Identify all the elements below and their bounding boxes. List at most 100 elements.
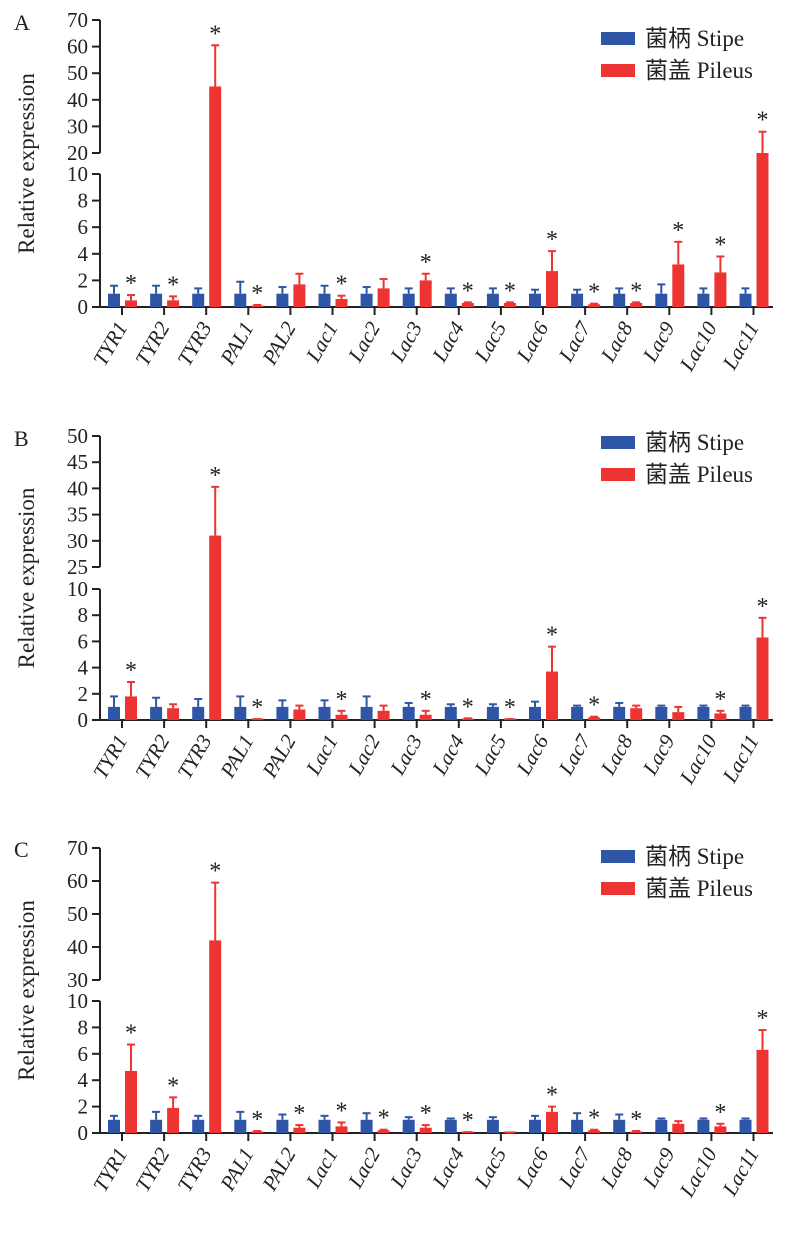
bar-pileus [377, 710, 390, 720]
x-tick-label: PAL2 [257, 730, 301, 782]
bar-stipe [697, 293, 710, 307]
x-tick-label: PAL1 [215, 1144, 259, 1196]
bar-stipe [444, 706, 457, 720]
bar-stipe [402, 706, 415, 720]
bar-pileus [167, 300, 180, 307]
significance-marker: * [588, 280, 600, 306]
x-tick-label: Lac11 [717, 731, 764, 788]
bar-stipe [192, 293, 205, 307]
legend-label-pileus: 菌盖 Pileus [645, 58, 753, 83]
bar-stipe [613, 293, 626, 307]
y-tick-label: 35 [67, 503, 88, 527]
bar-pileus [503, 1131, 516, 1133]
y-tick-label: 10 [67, 162, 88, 186]
x-tick-label: Lac2 [343, 730, 386, 780]
bar-pileus [588, 1130, 601, 1133]
x-tick-label: PAL2 [257, 317, 301, 369]
y-tick-label: 10 [67, 577, 88, 601]
bar-pileus [672, 1123, 685, 1133]
x-tick-label: PAL2 [257, 1143, 301, 1195]
bar-pileus [503, 718, 516, 720]
significance-marker: * [588, 1106, 600, 1132]
x-tick-label: Lac2 [343, 317, 386, 367]
x-tick-label: PAL1 [215, 318, 259, 370]
bar-stipe [655, 1119, 668, 1133]
x-tick-label: TYR3 [172, 318, 216, 370]
significance-marker: * [420, 687, 432, 713]
y-tick-label: 20 [67, 141, 88, 165]
x-tick-label: TYR2 [130, 730, 174, 783]
bar-stipe [655, 293, 668, 307]
panel-letter: A [14, 10, 30, 35]
x-tick-label: Lac9 [637, 317, 680, 367]
x-tick-label: Lac9 [637, 1143, 680, 1193]
bar-stipe [402, 1119, 415, 1133]
legend-label-stipe: 菌柄 Stipe [645, 26, 744, 51]
bar-pileus [714, 1126, 727, 1133]
significance-marker: * [125, 658, 137, 684]
x-tick-label: Lac6 [511, 730, 554, 780]
bar-stipe [108, 293, 120, 307]
bar-stipe [192, 1119, 205, 1133]
legend-label-stipe: 菌柄 Stipe [645, 844, 744, 869]
x-tick-label: Lac11 [717, 1144, 764, 1201]
bar-pileus [251, 1131, 264, 1133]
bar-stipe [529, 1119, 541, 1133]
y-tick-label: 50 [67, 902, 88, 926]
significance-marker: * [630, 1107, 642, 1133]
bar-stipe [444, 1119, 457, 1133]
legend-swatch-pileus [601, 64, 635, 77]
bar-pileus [125, 696, 137, 720]
x-tick-label: Lac8 [595, 730, 638, 780]
y-tick-label: 2 [78, 1095, 89, 1119]
significance-marker: * [672, 218, 684, 244]
bar-pileus [714, 713, 727, 720]
significance-marker: * [757, 108, 769, 134]
significance-marker: * [251, 281, 263, 307]
bar-stipe [529, 293, 541, 307]
bar-stipe [360, 706, 373, 720]
bar-pileus [630, 1131, 643, 1133]
bar-stipe [276, 1119, 289, 1133]
y-tick-label: 8 [78, 1015, 89, 1039]
bar-stipe [150, 293, 163, 307]
bar-pileus [335, 714, 348, 720]
bar-pileus [125, 1070, 137, 1133]
y-tick-label: 6 [78, 1042, 89, 1066]
significance-marker: * [462, 1108, 474, 1134]
x-tick-label: Lac1 [301, 1144, 343, 1193]
y-tick-label: 2 [78, 268, 89, 292]
bar-stipe [613, 706, 626, 720]
bar-stipe [318, 706, 331, 720]
bar-stipe [571, 706, 584, 720]
significance-marker: * [714, 232, 726, 258]
significance-marker: * [504, 278, 516, 304]
bar-stipe [486, 293, 499, 307]
bar-pileus [546, 271, 558, 307]
bar-stipe [360, 293, 373, 307]
significance-marker: * [630, 278, 642, 304]
y-tick-label: 50 [67, 424, 88, 448]
bar-stipe [150, 706, 163, 720]
significance-marker: * [251, 1107, 263, 1133]
legend-label-pileus: 菌盖 Pileus [645, 876, 753, 901]
significance-marker: * [209, 463, 221, 489]
bar-stipe [234, 1119, 247, 1133]
x-tick-label: Lac6 [511, 1143, 554, 1193]
bar-pileus [630, 303, 643, 307]
bar-stipe [571, 1119, 584, 1133]
bar-stipe [276, 293, 289, 307]
significance-marker: * [420, 1101, 432, 1127]
x-tick-label: Lac10 [674, 317, 722, 376]
y-tick-label: 40 [67, 935, 88, 959]
legend-swatch-pileus [601, 468, 635, 481]
bar-pileus [672, 264, 685, 307]
x-tick-label: Lac4 [427, 730, 470, 780]
y-tick-label: 0 [78, 708, 89, 732]
y-tick-label: 4 [78, 242, 89, 266]
legend-label-stipe: 菌柄 Stipe [645, 430, 744, 455]
significance-marker: * [167, 1073, 179, 1099]
bar-pileus [209, 535, 222, 720]
x-tick-label: Lac2 [343, 1143, 386, 1193]
